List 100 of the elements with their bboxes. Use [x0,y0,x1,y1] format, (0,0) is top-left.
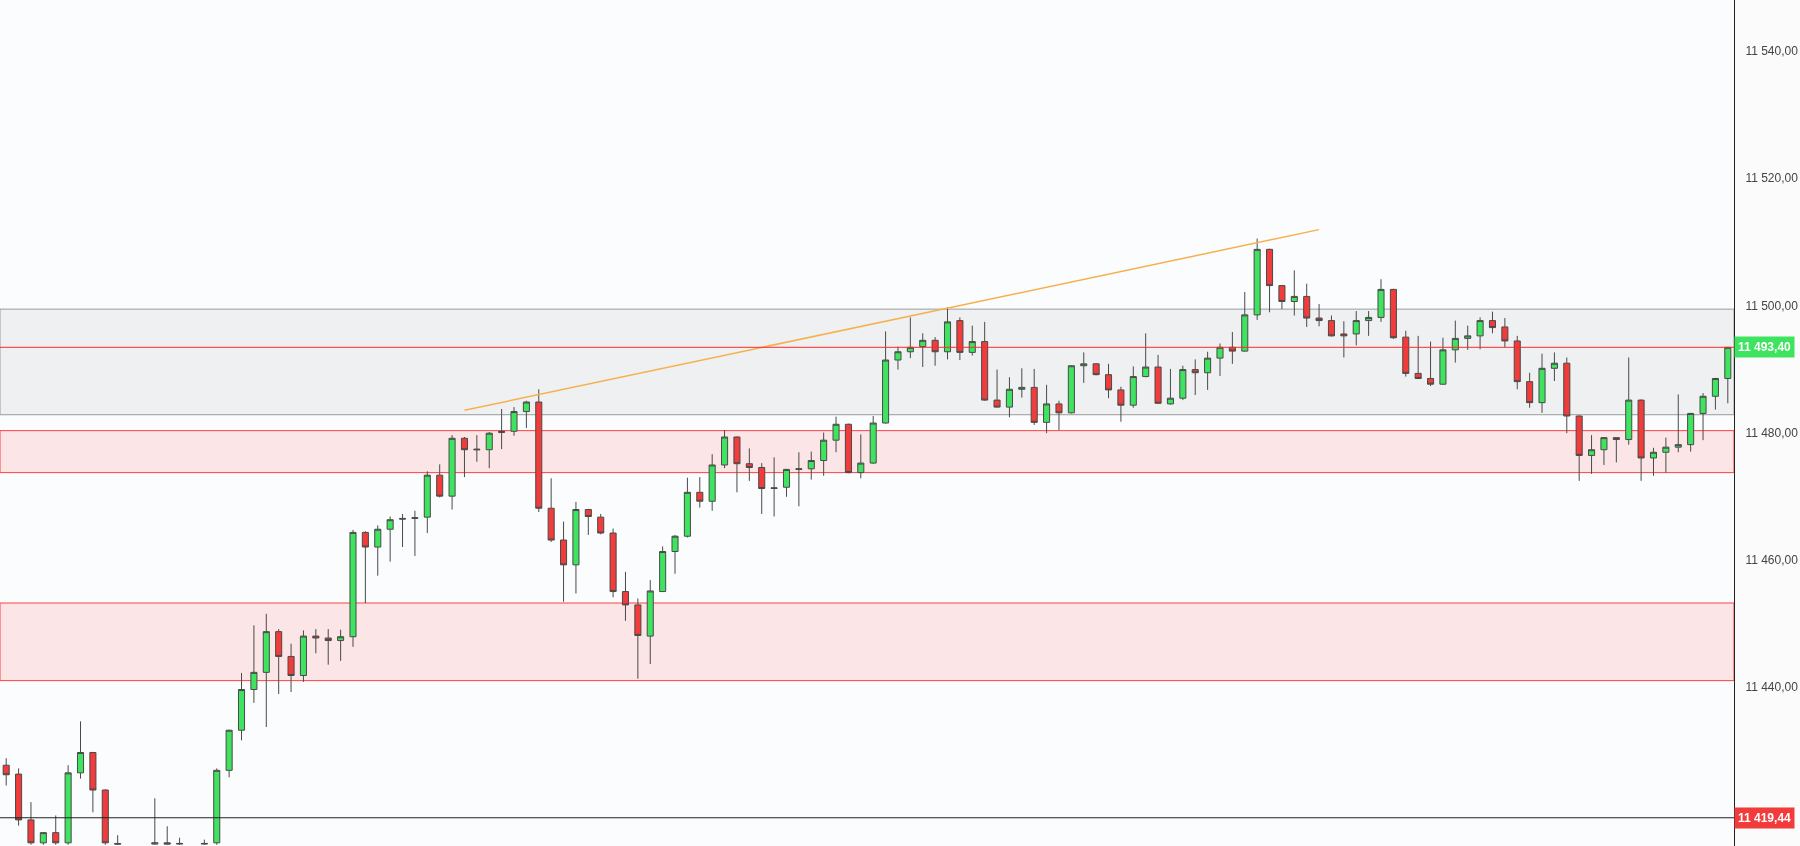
candlestick [1513,335,1521,390]
candlestick [237,672,246,741]
candlestick [1526,372,1534,409]
candlestick [1290,269,1298,316]
candlestick [89,751,97,813]
candlestick [163,825,171,846]
candlestick [1365,310,1373,337]
candlestick [560,521,568,603]
candlestick [324,628,332,666]
candlestick [473,434,481,463]
y-tick-label: 11 520,00 [1745,171,1799,186]
candlestick [1377,278,1385,323]
candlestick [1142,332,1150,378]
y-tick-label: 11 540,00 [1745,44,1799,59]
candlestick [1389,288,1397,340]
candlestick [15,767,23,827]
candlestick [1327,315,1335,337]
candlestick [1476,316,1484,350]
candlestick [1080,351,1088,384]
candlestick [510,406,518,437]
candlestick [1303,283,1311,328]
ref-line-label: 11 419,44 [1738,811,1792,825]
y-tick-label: 11 480,00 [1745,425,1799,440]
candlestick [919,332,927,368]
candlestick [1600,436,1608,466]
candlestick [1662,437,1670,474]
candlestick [114,834,122,846]
candlestick [287,643,295,693]
candlestick [312,628,320,654]
candlestick [857,433,865,479]
candlestick [460,436,468,478]
candlestick [39,831,47,846]
candlestick [448,434,456,511]
candlestick [745,447,753,482]
candlestick [1005,376,1013,418]
candlestick [1637,398,1645,482]
candlestick [1563,356,1571,434]
candlestick [535,388,543,513]
candlestick [572,501,580,594]
candlestick [374,524,382,577]
candlestick [584,508,592,536]
candlestick [758,462,766,515]
candlestick [1216,342,1224,377]
candlestick [386,516,394,563]
candlestick [1266,248,1274,313]
candlestick [498,408,506,450]
candlestick [1166,368,1174,406]
candlestick [869,415,877,465]
candlestick [349,529,357,648]
candlestick [64,764,72,846]
candlestick [782,468,791,498]
candlestick [1253,238,1261,321]
candlestick [200,839,208,846]
candlestick [225,729,233,778]
candlestick [1340,320,1348,358]
candlestick [1699,392,1707,441]
candlestick [906,316,914,359]
candlestick [1315,303,1323,327]
candlestick [1711,377,1719,411]
candlestick [1117,386,1125,423]
candlestick [820,432,828,477]
candlestick [250,624,258,704]
candlestick [1451,320,1459,364]
candlestick [770,456,778,518]
candlestick [436,463,444,498]
candlestick [1154,354,1162,405]
candlestick [597,513,605,535]
candlestick [399,513,407,548]
candlestick [634,598,642,680]
y-tick-label: 11 440,00 [1745,680,1799,695]
candlestick [1067,364,1075,414]
candlestick [1488,311,1497,334]
candlestick [708,453,716,512]
ref-line-label: 11 493,40 [1738,340,1792,354]
candlestick [981,321,989,402]
candlestick [721,429,729,469]
candlestick [968,325,976,357]
candlestick [832,416,840,453]
candlestick [1104,363,1113,399]
candlestick [1402,330,1410,378]
candlestick [943,306,952,360]
candlestick [1550,351,1558,382]
candlestick [1464,325,1472,351]
candlestick [2,757,10,787]
candlestick [522,400,530,429]
candlestick [1501,317,1509,348]
candlestick [956,316,964,361]
candlestick [621,571,630,622]
candlestick [337,629,345,662]
candlestick [1352,310,1360,346]
candlestick [27,801,35,846]
candlestick [1018,367,1026,399]
candlestick [1588,434,1596,475]
candlestick [1612,437,1620,463]
candlestick [1427,341,1435,387]
candlestick [683,477,691,538]
candlestick [176,837,184,846]
candlestick [262,613,270,728]
candlestick [1414,335,1422,380]
candlestick [52,814,60,846]
